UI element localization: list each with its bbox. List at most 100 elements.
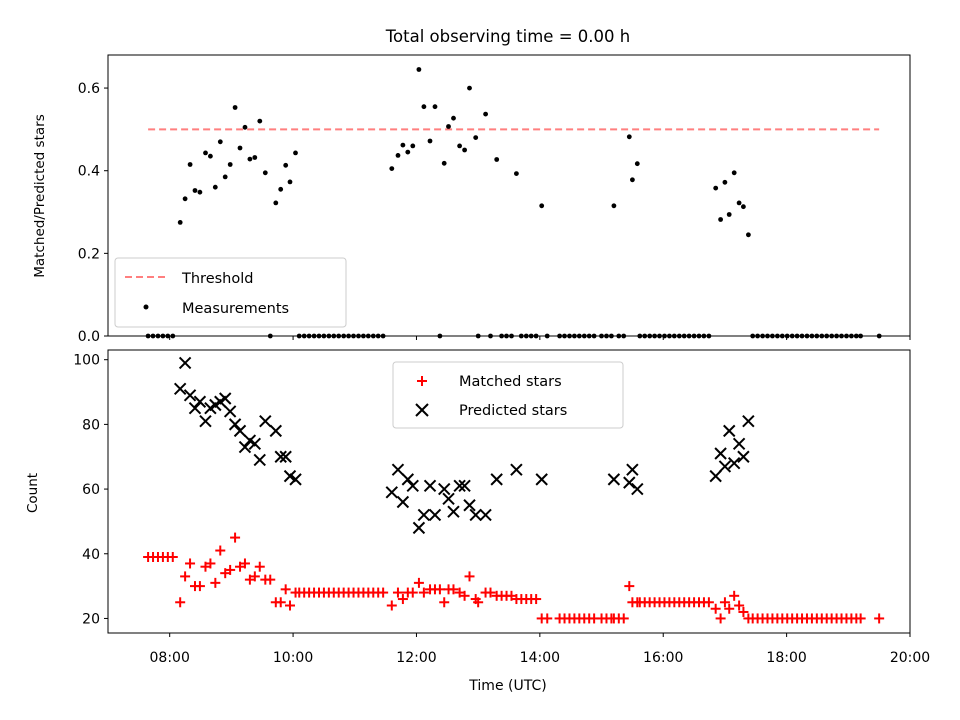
measurement-point — [427, 138, 433, 144]
matched-star-point — [185, 558, 196, 569]
measurement-point — [539, 203, 545, 209]
matched-star-point — [254, 561, 265, 572]
measurement-point — [389, 166, 395, 172]
predicted-star-point — [490, 473, 503, 486]
predicted-star-point — [607, 473, 621, 486]
count-y-tick-label: 20 — [82, 611, 100, 627]
matched-star-point — [439, 597, 450, 608]
predicted-star-point — [223, 405, 237, 418]
predicted-star-point — [417, 508, 431, 522]
predicted-star-point — [274, 450, 287, 463]
measurement-point — [626, 134, 632, 140]
predicted-star-point — [742, 414, 755, 428]
measurement-point — [232, 105, 238, 110]
chart-title: Total observing time = 0.00 h — [385, 27, 630, 46]
measurement-point — [400, 142, 406, 148]
x-tick-label: 12:00 — [396, 650, 436, 666]
predicted-star-point — [428, 508, 442, 522]
predicted-star-point — [535, 473, 548, 486]
predicted-star-point — [289, 473, 302, 486]
measurement-point — [395, 153, 401, 158]
x-tick-label: 14:00 — [520, 650, 560, 666]
matched-star-point — [249, 571, 260, 582]
measurement-point — [457, 143, 462, 149]
legend-predicted-label: Predicted stars — [459, 403, 567, 419]
predicted-star-point — [253, 453, 266, 467]
predicted-star-point — [438, 482, 451, 496]
measurement-point — [227, 162, 233, 167]
matched-star-point — [729, 590, 740, 601]
matched-star-point — [618, 613, 629, 624]
count-plot-frame — [107, 349, 911, 634]
legend-predicted-swatch — [415, 403, 429, 417]
measurement-point — [451, 115, 456, 121]
matched-star-point — [392, 587, 403, 598]
ratio-legend: Threshold Measurements — [114, 257, 347, 328]
matched-star-point — [167, 551, 178, 562]
count-panel: Count Time (UTC) 20 40 60 80 100 08:00 10:00 12… — [25, 349, 930, 694]
measurement-point — [242, 124, 248, 130]
count-y-tick-label: 40 — [82, 547, 100, 563]
matched-star-point — [710, 603, 721, 614]
measurement-point — [416, 67, 422, 72]
matched-star-point — [215, 545, 226, 556]
predicted-star-point — [623, 476, 636, 489]
matched-star-point — [874, 613, 885, 624]
matched-star-point — [280, 584, 291, 595]
predicted-star-point — [732, 437, 746, 451]
legend-matched-swatch — [417, 376, 427, 386]
matched-star-point — [719, 597, 730, 608]
measurement-point — [713, 185, 719, 191]
matched-star-point — [464, 571, 475, 582]
measurement-point — [247, 156, 253, 162]
ratio-panel: Total observing time = 0.00 h Matched/Pr… — [32, 27, 911, 345]
x-tick-label: 20:00 — [890, 650, 930, 666]
measurement-point — [287, 179, 293, 185]
measurement-point — [192, 188, 198, 193]
x-tick-label: 10:00 — [273, 650, 313, 666]
x-tick-label: 18:00 — [766, 650, 806, 666]
count-points-layer — [143, 356, 885, 624]
predicted-star-point — [193, 395, 207, 408]
measurement-point — [611, 203, 617, 209]
matched-star-point — [485, 587, 496, 598]
measurement-point — [446, 124, 451, 129]
x-tick-label: 08:00 — [150, 650, 190, 666]
ratio-plot-frame — [107, 54, 911, 337]
measurement-point — [252, 155, 258, 160]
matched-star-point — [275, 597, 286, 608]
predicted-star-point — [727, 456, 741, 470]
measurement-point — [197, 189, 203, 195]
measurement-point — [718, 217, 723, 222]
legend-measurements-swatch — [143, 304, 149, 310]
count-y-tick-label: 100 — [73, 353, 100, 369]
matched-star-point — [413, 577, 424, 588]
measurement-point — [278, 186, 284, 192]
predicted-star-point — [396, 495, 410, 509]
measurement-point — [203, 150, 208, 156]
matched-star-point — [175, 597, 186, 608]
measurement-point — [283, 162, 289, 168]
measurement-point — [187, 162, 193, 167]
predicted-star-point — [183, 389, 197, 402]
count-y-tick-label: 80 — [82, 417, 100, 433]
predicted-star-point — [406, 479, 419, 493]
predicted-star-point — [714, 447, 727, 460]
matched-star-point — [734, 600, 745, 611]
ratio-ticks-layer: 0.0 0.2 0.4 0.6 — [78, 81, 911, 345]
measurement-point — [741, 204, 746, 210]
measurement-point — [731, 170, 737, 176]
measurement-point — [212, 184, 218, 190]
ratio-y-tick-label: 0.0 — [78, 329, 100, 345]
matched-star-point — [205, 558, 216, 569]
measurement-point — [514, 171, 519, 177]
predicted-star-point — [233, 424, 247, 438]
matched-star-point — [531, 594, 542, 605]
matched-star-point — [230, 532, 241, 543]
matched-star-point — [210, 577, 221, 588]
ratio-y-tick-label: 0.2 — [78, 246, 100, 262]
matched-star-point — [284, 600, 295, 611]
predicted-star-point — [199, 414, 212, 428]
matched-star-point — [386, 600, 397, 611]
